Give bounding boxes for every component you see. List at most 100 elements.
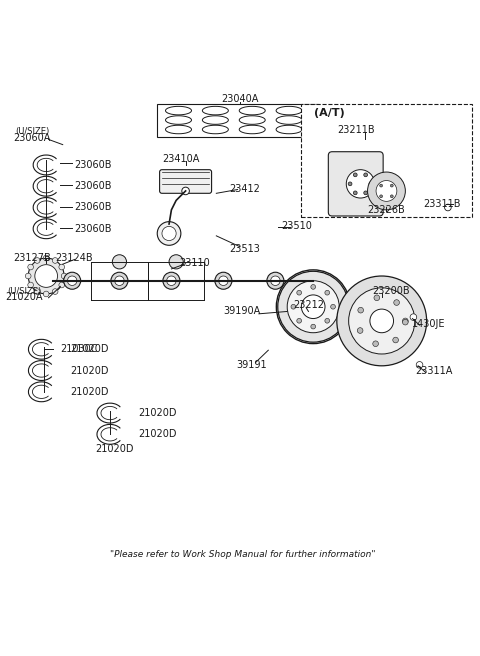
Text: 23060A: 23060A bbox=[13, 133, 51, 143]
Text: 39190A: 39190A bbox=[224, 306, 261, 316]
Circle shape bbox=[311, 324, 315, 329]
Circle shape bbox=[278, 272, 348, 342]
Text: 23040A: 23040A bbox=[221, 94, 259, 104]
Circle shape bbox=[157, 222, 181, 245]
Text: 23124B: 23124B bbox=[56, 253, 93, 263]
Circle shape bbox=[337, 276, 427, 366]
Circle shape bbox=[346, 170, 374, 198]
Circle shape bbox=[115, 276, 124, 285]
Circle shape bbox=[167, 276, 176, 285]
Circle shape bbox=[410, 314, 417, 320]
Text: 23226B: 23226B bbox=[368, 205, 405, 215]
Text: 21020A: 21020A bbox=[5, 292, 43, 302]
Circle shape bbox=[297, 291, 301, 295]
Circle shape bbox=[358, 308, 363, 313]
Circle shape bbox=[403, 319, 408, 325]
Text: 23200B: 23200B bbox=[372, 286, 410, 296]
Circle shape bbox=[35, 264, 58, 287]
Circle shape bbox=[369, 182, 373, 186]
Circle shape bbox=[373, 341, 378, 346]
Text: 23513: 23513 bbox=[229, 243, 260, 254]
Text: 21020D: 21020D bbox=[70, 344, 108, 354]
Circle shape bbox=[287, 281, 339, 333]
Circle shape bbox=[28, 258, 64, 294]
Circle shape bbox=[111, 272, 128, 289]
Text: (U/SIZE): (U/SIZE) bbox=[7, 287, 41, 296]
Circle shape bbox=[311, 285, 315, 289]
Circle shape bbox=[348, 288, 415, 354]
Text: 23211B: 23211B bbox=[337, 125, 374, 134]
Circle shape bbox=[68, 276, 77, 285]
Text: 23060B: 23060B bbox=[74, 224, 112, 234]
Circle shape bbox=[182, 187, 190, 195]
Circle shape bbox=[353, 173, 357, 176]
Text: 21020D: 21020D bbox=[138, 408, 177, 418]
FancyBboxPatch shape bbox=[160, 170, 212, 194]
Text: 23060B: 23060B bbox=[74, 160, 112, 170]
Text: "Please refer to Work Shop Manual for further information": "Please refer to Work Shop Manual for fu… bbox=[109, 550, 375, 559]
FancyBboxPatch shape bbox=[328, 152, 383, 216]
Circle shape bbox=[52, 258, 58, 263]
Circle shape bbox=[390, 184, 393, 187]
Circle shape bbox=[297, 318, 301, 323]
Circle shape bbox=[380, 184, 383, 187]
Circle shape bbox=[169, 255, 183, 269]
Circle shape bbox=[325, 318, 330, 323]
Circle shape bbox=[291, 304, 296, 309]
Circle shape bbox=[43, 291, 49, 297]
Circle shape bbox=[112, 255, 127, 269]
Circle shape bbox=[390, 195, 393, 197]
Circle shape bbox=[374, 295, 380, 300]
Circle shape bbox=[357, 328, 363, 333]
Circle shape bbox=[52, 289, 58, 295]
Text: (A/T): (A/T) bbox=[314, 108, 345, 118]
Text: 21020D: 21020D bbox=[96, 443, 134, 453]
Circle shape bbox=[162, 226, 176, 241]
Circle shape bbox=[64, 272, 81, 289]
Text: (U/SIZE): (U/SIZE) bbox=[15, 127, 49, 136]
Text: 21020D: 21020D bbox=[70, 387, 108, 397]
Text: 23110: 23110 bbox=[180, 258, 210, 268]
Circle shape bbox=[215, 272, 232, 289]
Text: 23060B: 23060B bbox=[74, 203, 112, 213]
Circle shape bbox=[271, 276, 280, 285]
Text: 23127B: 23127B bbox=[13, 253, 51, 263]
Text: 23060B: 23060B bbox=[74, 181, 112, 191]
Circle shape bbox=[43, 255, 49, 261]
Circle shape bbox=[364, 191, 368, 195]
Text: 23311B: 23311B bbox=[424, 199, 461, 209]
Circle shape bbox=[59, 282, 65, 288]
Text: 21020D: 21020D bbox=[70, 365, 108, 375]
Text: 21030C: 21030C bbox=[60, 344, 98, 354]
Circle shape bbox=[348, 182, 352, 186]
Text: 23212: 23212 bbox=[293, 300, 324, 310]
Circle shape bbox=[331, 304, 336, 309]
Circle shape bbox=[444, 204, 451, 211]
Circle shape bbox=[393, 337, 398, 343]
Text: 1430JE: 1430JE bbox=[412, 319, 446, 329]
Bar bbox=[301, 104, 471, 217]
Circle shape bbox=[353, 191, 357, 195]
Text: 23510: 23510 bbox=[281, 221, 312, 232]
Text: 39191: 39191 bbox=[237, 360, 267, 370]
Circle shape bbox=[59, 264, 65, 270]
Circle shape bbox=[28, 282, 34, 288]
Text: 23311A: 23311A bbox=[415, 367, 453, 377]
Bar bbox=[157, 104, 318, 136]
Circle shape bbox=[380, 195, 383, 197]
Circle shape bbox=[368, 172, 405, 210]
Circle shape bbox=[28, 264, 34, 270]
Circle shape bbox=[394, 300, 399, 306]
Text: 23412: 23412 bbox=[229, 184, 260, 194]
Circle shape bbox=[403, 318, 408, 324]
Circle shape bbox=[416, 361, 423, 368]
Circle shape bbox=[267, 272, 284, 289]
Circle shape bbox=[376, 180, 397, 201]
Circle shape bbox=[325, 291, 330, 295]
Circle shape bbox=[163, 272, 180, 289]
Circle shape bbox=[370, 309, 394, 333]
Circle shape bbox=[61, 273, 67, 279]
Circle shape bbox=[25, 273, 31, 279]
Circle shape bbox=[301, 295, 325, 319]
Circle shape bbox=[364, 173, 368, 176]
